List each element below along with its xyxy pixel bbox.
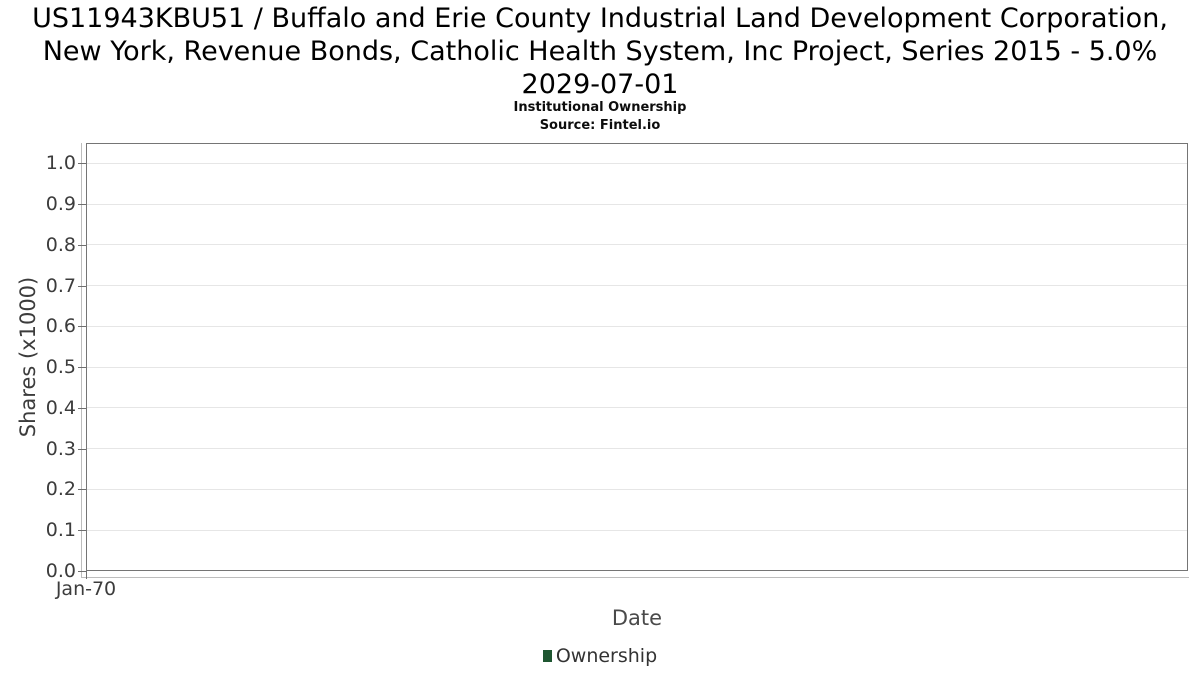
y-tick-label-0.5: 0.5 <box>45 356 76 379</box>
x-axis-line <box>81 577 1189 578</box>
chart-source-text: Source: Fintel.io <box>539 118 661 133</box>
y-tick-0.6 <box>78 326 86 328</box>
y-tick-label-0.4: 0.4 <box>45 396 76 419</box>
y-tick-0.2 <box>78 489 86 491</box>
gridline-y-0.2 <box>87 488 1187 490</box>
gridline-y-0.8 <box>87 244 1187 246</box>
chart-title: US11943KBU51 / Buffalo and Erie County I… <box>0 2 1200 101</box>
gridline-y-0.6 <box>87 325 1187 327</box>
chart-subtitle: Institutional Ownership Source: Fintel.i… <box>0 99 1200 135</box>
x-axis-tick <box>86 571 87 579</box>
y-tick-0.3 <box>78 448 86 450</box>
y-tick-1.0 <box>78 163 86 165</box>
y-tick-label-0.7: 0.7 <box>45 274 76 297</box>
y-tick-0.5 <box>78 367 86 369</box>
gridline-y-0.5 <box>87 366 1187 368</box>
gridline-y-0.1 <box>87 529 1187 531</box>
gridline-y-0.4 <box>87 407 1187 409</box>
legend-series-label: Ownership <box>555 645 658 667</box>
chart-title-line-3: 2029-07-01 <box>521 69 679 100</box>
y-tick-label-0.0: 0.0 <box>45 560 76 582</box>
chart-subtitle-text: Institutional Ownership <box>513 100 687 115</box>
gridline-y-1.0 <box>87 162 1187 164</box>
y-tick-0.0 <box>78 571 86 572</box>
plot-area <box>86 143 1188 571</box>
y-tick-label-0.2: 0.2 <box>45 478 76 501</box>
y-axis-line <box>81 143 82 578</box>
gridline-y-0.9 <box>87 203 1187 205</box>
y-tick-label-0.8: 0.8 <box>45 233 76 256</box>
y-tick-label-0.3: 0.3 <box>45 437 76 460</box>
x-tick-label: Jan-70 <box>55 578 117 600</box>
chart-title-line-1: US11943KBU51 / Buffalo and Erie County I… <box>32 3 1168 34</box>
y-axis-title: Shares (x1000) <box>16 276 40 438</box>
y-tick-0.1 <box>78 530 86 532</box>
y-tick-label-0.9: 0.9 <box>45 193 76 216</box>
y-tick-label-0.1: 0.1 <box>45 519 76 542</box>
legend: Ownership <box>0 645 1200 667</box>
y-tick-label-1.0: 1.0 <box>45 152 76 175</box>
y-tick-0.8 <box>78 244 86 246</box>
y-tick-0.4 <box>78 407 86 409</box>
series-color-swatch-icon <box>542 650 552 662</box>
chart-title-line-2: New York, Revenue Bonds, Catholic Health… <box>42 36 1158 67</box>
gridline-y-0.7 <box>87 285 1187 287</box>
y-tick-label-0.6: 0.6 <box>45 315 76 338</box>
y-tick-0.9 <box>78 204 86 206</box>
gridline-y-0.3 <box>87 448 1187 450</box>
y-tick-0.7 <box>78 285 86 287</box>
x-axis-title: Date <box>611 606 663 630</box>
